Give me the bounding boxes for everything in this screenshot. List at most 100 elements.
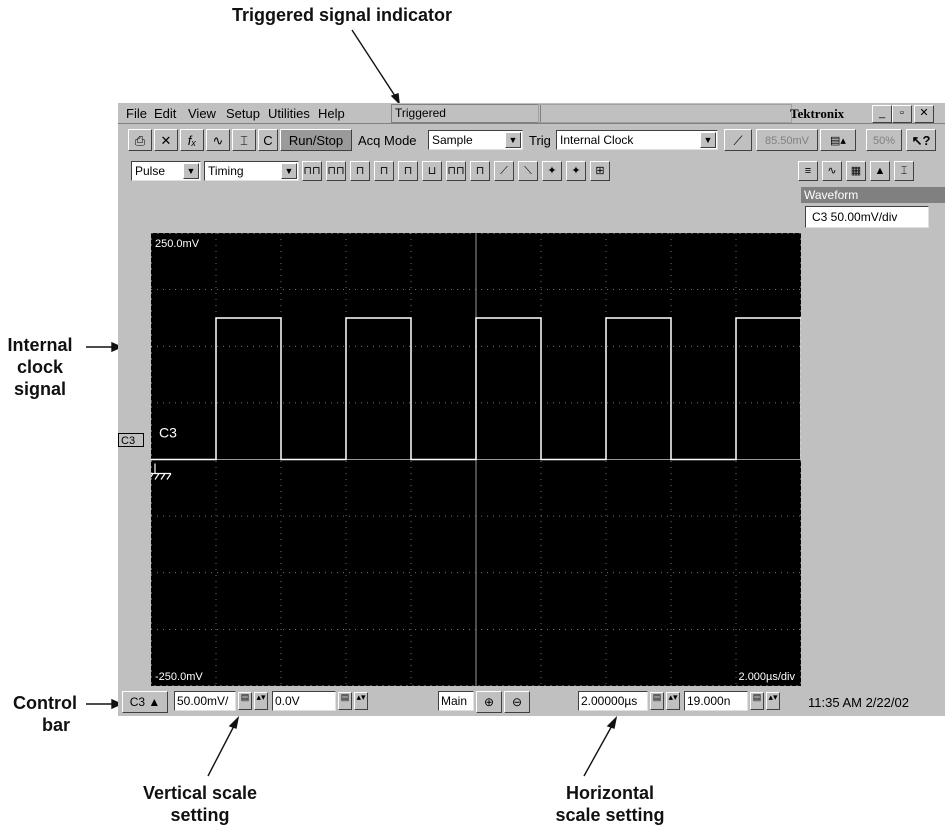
measurement-toolbar: Pulse ▼ Timing ▼ ⊓⊓ ⊓⊓ ⊓ ⊓ ⊓ ⊔ ⊓⊓ ⊓ ⟋ ⟍ … xyxy=(118,157,945,185)
callout-line-2: setting xyxy=(170,805,230,825)
horizontal-scale-spinner[interactable]: ▤ ▴▾ xyxy=(650,691,682,711)
keypad-icon[interactable]: ▤ xyxy=(750,692,764,710)
channel-label: C3 xyxy=(159,425,177,441)
control-bar: C3 ▲ 50.00mV/ ▤ ▴▾ 0.0V ▤ ▴▾ Main ⊕ ⊖ 2.00… xyxy=(118,687,945,716)
rise-time-meas-icon[interactable]: ⊓ xyxy=(470,161,490,181)
keypad-icon[interactable]: ▤ xyxy=(650,692,664,710)
menu-help[interactable]: Help xyxy=(318,106,345,121)
channel-select-button[interactable]: C3 ▲ xyxy=(122,691,168,713)
pos-duty-meas-icon[interactable]: ⊓ xyxy=(398,161,418,181)
chevron-down-icon[interactable]: ▼ xyxy=(281,163,297,179)
waveform-display[interactable]: 250.0mV -250.0mV 2.000µs/div C3 xyxy=(151,233,801,686)
trig-level-spinner[interactable]: ▤▴ xyxy=(820,129,856,151)
up-down-icon[interactable]: ▴▾ xyxy=(354,692,368,710)
horizontal-position-spinner[interactable]: ▤ ▴▾ xyxy=(750,691,782,711)
callout-line-2: bar xyxy=(41,715,70,735)
caret-up-icon: ▲ xyxy=(148,695,161,709)
waveform-view-icon[interactable]: ∿ xyxy=(822,161,842,181)
main-toolbar: ⎙ ✕ fₓ ∿ ⌶ C Run/Stop Acq Mode Sample ▼ … xyxy=(118,124,945,156)
neg-width-meas-icon[interactable]: ⊓ xyxy=(374,161,394,181)
trig-source-value: Internal Clock xyxy=(560,133,634,147)
bottom-voltage-label: -250.0mV xyxy=(155,671,203,683)
chevron-down-icon[interactable]: ▼ xyxy=(505,132,521,148)
callout-triggered-indicator: Triggered signal indicator xyxy=(231,5,453,25)
date-time: 11:35 AM 2/22/02 xyxy=(808,695,909,710)
offset-spinner[interactable]: ▤ ▴▾ xyxy=(338,691,370,711)
cursor-view-icon[interactable]: ⌶ xyxy=(894,161,914,181)
zoom-out-icon[interactable]: ⊖ xyxy=(504,691,530,713)
horizontal-position-field[interactable]: 19.000n xyxy=(684,691,748,711)
math-icon[interactable]: fₓ xyxy=(180,129,204,151)
up-down-icon[interactable]: ▴▾ xyxy=(766,692,780,710)
pos-overshoot-meas-icon[interactable]: ✦ xyxy=(542,161,562,181)
trig-label: Trig xyxy=(529,133,551,148)
offset-field[interactable]: 0.0V xyxy=(272,691,336,711)
menu-file[interactable]: File xyxy=(126,106,147,121)
trig-level-field[interactable]: 85.50mV xyxy=(756,129,818,151)
c-button[interactable]: C xyxy=(258,129,278,151)
zoom-in-icon[interactable]: ⊕ xyxy=(476,691,502,713)
rise-edge-meas-icon[interactable]: ⟋ xyxy=(494,161,514,181)
acq-mode-select[interactable]: Sample ▼ xyxy=(428,130,523,150)
grid-border xyxy=(151,233,801,686)
up-down-icon[interactable]: ▴▾ xyxy=(254,692,268,710)
meas-category-select[interactable]: Pulse ▼ xyxy=(131,161,201,181)
callout-line-1: Internal xyxy=(7,335,73,355)
callout-line-3: signal xyxy=(13,379,66,399)
menu-setup[interactable]: Setup xyxy=(226,106,260,121)
slope-icon[interactable]: ⟋ xyxy=(724,129,752,151)
channel-marker[interactable]: C3 xyxy=(118,433,144,447)
trig-source-select[interactable]: Internal Clock ▼ xyxy=(556,130,718,150)
scope-window: File Edit View Setup Utilities Help Trig… xyxy=(118,103,945,716)
burst-width-meas-icon[interactable]: ⊓⊓ xyxy=(446,161,466,181)
horizontal-scale-field[interactable]: 2.00000µs xyxy=(578,691,648,711)
neg-overshoot-meas-icon[interactable]: ✦ xyxy=(566,161,586,181)
menu-bar: File Edit View Setup Utilities Help Trig… xyxy=(118,103,945,124)
fifty-percent-button[interactable]: 50% xyxy=(866,129,902,151)
keypad-icon[interactable]: ▤ xyxy=(238,692,252,710)
cursor-icon[interactable]: ⌶ xyxy=(232,129,256,151)
minimize-button[interactable]: _ xyxy=(872,105,892,123)
histogram-view-icon[interactable]: ▲ xyxy=(870,161,890,181)
vertical-scale-spinner[interactable]: ▤ ▴▾ xyxy=(238,691,270,711)
channel-select-label: C3 xyxy=(129,695,146,709)
waveform-panel-header: Waveform xyxy=(801,187,945,203)
chevron-down-icon[interactable]: ▼ xyxy=(700,132,716,148)
pos-width-meas-icon[interactable]: ⊓ xyxy=(350,161,370,181)
meas-setup-icon[interactable]: ⊞ xyxy=(590,161,610,181)
tools-icon[interactable]: ✕ xyxy=(154,129,178,151)
callout-internal-clock: Internal clock signal xyxy=(0,334,80,400)
callout-line-1: Horizontal xyxy=(566,783,654,803)
close-button[interactable]: ✕ xyxy=(914,105,934,123)
restore-button[interactable]: ▫ xyxy=(892,105,912,123)
menu-edit[interactable]: Edit xyxy=(154,106,177,121)
menu-utilities[interactable]: Utilities xyxy=(268,106,310,121)
waveform-icon[interactable]: ∿ xyxy=(206,129,230,151)
timebase-field[interactable]: Main xyxy=(438,691,474,711)
menu-view[interactable]: View xyxy=(188,106,216,121)
meas-subcategory-select[interactable]: Timing ▼ xyxy=(204,161,299,181)
keypad-icon[interactable]: ▤ xyxy=(338,692,352,710)
callout-line-1: Vertical scale xyxy=(142,783,258,803)
fall-edge-meas-icon[interactable]: ⟍ xyxy=(518,161,538,181)
chevron-down-icon[interactable]: ▼ xyxy=(183,163,199,179)
neg-duty-meas-icon[interactable]: ⊔ xyxy=(422,161,442,181)
frequency-meas-icon[interactable]: ⊓⊓ xyxy=(326,161,346,181)
callout-line-1: Control xyxy=(13,693,77,713)
meas-category-value: Pulse xyxy=(135,164,166,178)
period-meas-icon[interactable]: ⊓⊓ xyxy=(302,161,322,181)
waveform-item-c3[interactable]: C3 50.00mV/div xyxy=(805,206,929,228)
acq-mode-label: Acq Mode xyxy=(358,133,417,148)
print-icon[interactable]: ⎙ xyxy=(128,129,152,151)
status-area xyxy=(538,104,792,123)
ground-icon xyxy=(151,463,172,480)
callout-line-2: scale setting xyxy=(555,805,665,825)
callout-vertical-scale: Vertical scale setting xyxy=(120,782,280,826)
vertical-scale-field[interactable]: 50.00mV/ xyxy=(174,691,236,711)
up-down-icon[interactable]: ▴▾ xyxy=(666,692,680,710)
horizontal-view-icon[interactable]: ≡ xyxy=(798,161,818,181)
table-view-icon[interactable]: ▦ xyxy=(846,161,866,181)
help-icon[interactable]: ↖? xyxy=(906,129,936,151)
run-stop-button[interactable]: Run/Stop xyxy=(280,129,352,151)
